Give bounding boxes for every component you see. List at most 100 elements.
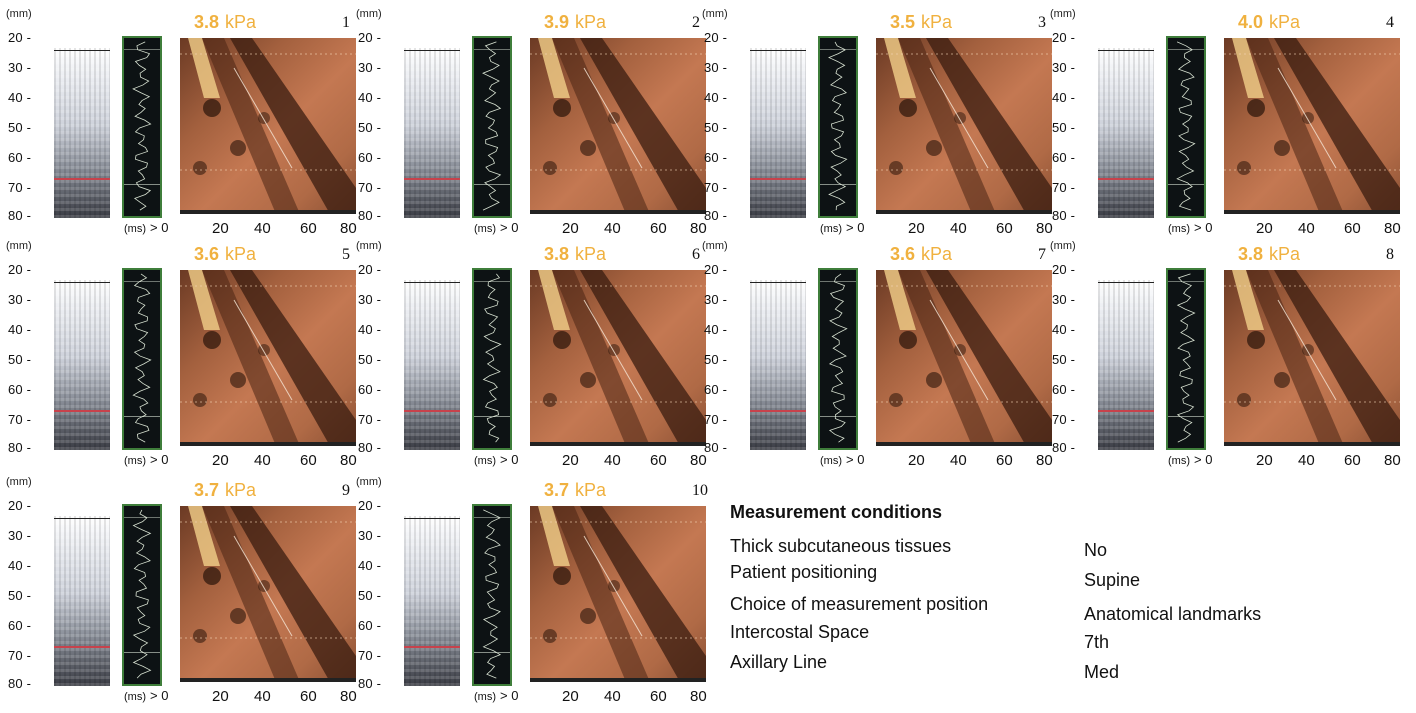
time-tick: 80 [1036,452,1053,469]
time-axis-origin: (ms) > 0 [474,452,518,467]
elastography-image [180,270,356,446]
depth-unit-label: (mm) [6,240,32,252]
time-tick: 60 [1344,220,1361,237]
time-tick: 40 [604,688,621,705]
time-tick: 40 [950,220,967,237]
elastography-image [876,270,1052,446]
panel-number: 10 [692,482,708,499]
elastography-baseline [530,442,706,446]
time-tick: 40 [254,452,271,469]
stiffness-value: 3.8 kPa [544,244,606,265]
depth-tick: 80 - [1052,440,1076,455]
time-axis-origin: (ms) > 0 [1168,452,1212,467]
time-tick: 60 [300,452,317,469]
m-mode-strip [818,36,858,218]
depth-unit-label: (mm) [6,8,32,20]
depth-tick: 80 - [8,676,32,691]
depth-unit-label: (mm) [1050,240,1076,252]
panel-number: 5 [342,246,350,263]
elastography-panel: (mm) 20 - 30 - 40 - 50 - 60 - 70 - 80 - 3.8 kPa 8 (… [1050,240,1401,470]
depth-tick: 80 - [358,676,382,691]
depth-tick: 60 - [704,382,728,397]
stiffness-number: 3.7 [194,480,220,500]
time-tick: 40 [1298,452,1315,469]
elastography-panel: (mm) 20 - 30 - 40 - 50 - 60 - 70 - 80 - 3.6 kPa 5 (… [6,240,357,470]
stiffness-value: 3.7 kPa [194,480,256,501]
roi-depth-line [404,178,460,180]
depth-tick: 70 - [358,412,382,427]
measurement-conditions: Measurement conditions Thick subcutaneou… [730,500,1290,700]
time-zero-tick: > 0 [150,688,169,703]
stiffness-value: 4.0 kPa [1238,12,1300,33]
depth-tick: 40 - [358,558,382,573]
time-tick: 40 [1298,220,1315,237]
depth-tick: 70 - [8,648,32,663]
panel-number: 1 [342,14,350,31]
stiffness-value: 3.6 kPa [194,244,256,265]
b-mode-top-line [54,50,110,51]
b-mode-image [54,280,110,450]
depth-tick: 80 - [1052,208,1076,223]
depth-tick: 60 - [8,150,32,165]
depth-unit-label: (mm) [356,240,382,252]
elastography-panel: (mm) 20 - 30 - 40 - 50 - 60 - 70 - 80 - 3.7 kPa 10… [356,476,708,706]
depth-tick: 30 - [8,292,32,307]
roi-depth-line [54,178,110,180]
stiffness-number: 3.8 [544,244,570,264]
depth-tick: 30 - [1052,60,1076,75]
depth-tick: 20 - [704,30,728,45]
elastography-panel: (mm) 20 - 30 - 40 - 50 - 60 - 70 - 80 - 3.9 kPa 2 (… [356,8,707,238]
elastography-image [180,38,356,214]
depth-tick: 50 - [8,120,32,135]
elastography-image [530,270,706,446]
elastography-panel: (mm) 20 - 30 - 40 - 50 - 60 - 70 - 80 - 3.8 kPa 6 (… [356,240,707,470]
depth-tick: 40 - [704,322,728,337]
b-mode-top-line [54,282,110,283]
time-zero-tick: > 0 [846,220,865,235]
time-unit-label: (ms) [124,455,146,467]
time-tick: 80 [340,220,357,237]
depth-tick: 30 - [358,292,382,307]
panel-number: 2 [692,14,700,31]
depth-unit-label: (mm) [6,476,32,488]
depth-tick: 60 - [8,618,32,633]
stiffness-value: 3.8 kPa [194,12,256,33]
panel-number: 9 [342,482,350,499]
b-mode-top-line [750,282,806,283]
depth-tick: 70 - [8,180,32,195]
time-unit-label: (ms) [474,691,496,703]
stiffness-number: 3.5 [890,12,916,32]
condition-label-positioning: Patient positioning [730,562,878,582]
b-mode-image [1098,48,1154,218]
stiffness-value: 3.8 kPa [1238,244,1300,265]
stiffness-value: 3.6 kPa [890,244,952,265]
stiffness-unit: kPa [575,244,607,264]
elastography-baseline [876,210,1052,214]
time-tick: 40 [604,452,621,469]
time-tick: 60 [650,220,667,237]
time-tick: 60 [996,452,1013,469]
stiffness-value: 3.9 kPa [544,12,606,33]
m-mode-strip [818,268,858,450]
stiffness-unit: kPa [575,12,607,32]
depth-tick: 70 - [358,180,382,195]
time-tick: 80 [340,452,357,469]
stiffness-number: 3.7 [544,480,570,500]
elastography-baseline [1224,442,1400,446]
time-tick: 20 [1256,220,1273,237]
time-unit-label: (ms) [474,455,496,467]
m-mode-strip [1166,36,1206,218]
depth-tick: 20 - [358,262,382,277]
roi-depth-line [1098,410,1154,412]
stiffness-value: 3.5 kPa [890,12,952,33]
time-tick: 80 [340,688,357,705]
depth-tick: 70 - [1052,412,1076,427]
time-unit-label: (ms) [1168,455,1190,467]
depth-tick: 20 - [704,262,728,277]
panel-number: 4 [1386,14,1394,31]
time-unit-label: (ms) [474,223,496,235]
depth-tick: 60 - [8,382,32,397]
panel-number: 8 [1386,246,1394,263]
stiffness-number: 3.8 [1238,244,1264,264]
depth-tick: 50 - [8,352,32,367]
